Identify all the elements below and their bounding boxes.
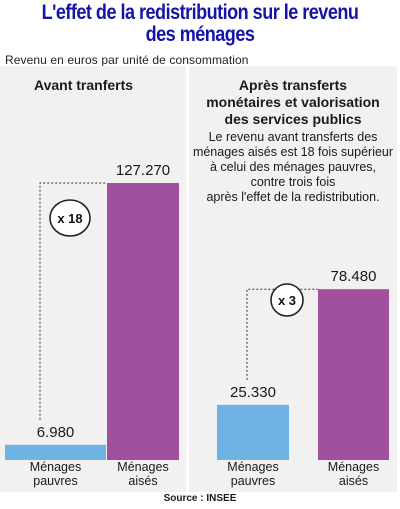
panel-divider	[186, 66, 189, 492]
ratio-badge-before	[49, 199, 91, 237]
ratio-badge-after	[270, 283, 304, 317]
category-label-after-pauvres-line-2: pauvres	[231, 474, 275, 488]
explanatory-note: Le revenu avant transferts des ménages a…	[189, 130, 397, 205]
value-label-after-aises: 78.480	[331, 268, 377, 285]
ratio-connector-before	[39, 182, 107, 420]
category-label-after-aises-line-2: aisés	[339, 474, 368, 488]
panel-title-before: Avant tranferts	[34, 77, 134, 93]
panel-title-after-line-1: Après transferts	[238, 77, 348, 93]
chart-subtitle: Revenu en euros par unité de consommatio…	[5, 53, 249, 67]
title-line-1: L'effet de la redistribution sur le reve…	[41, 1, 359, 24]
source-note: Source : INSEE	[163, 493, 237, 504]
bar-after-aises	[318, 289, 389, 460]
category-label-after-pauvres-line-1: Ménages	[227, 460, 278, 474]
note-line-3: à celui des ménages pauvres,	[209, 160, 377, 174]
panel-title-after-line-3: des services publics	[224, 111, 362, 127]
category-label-before-pauvres-line-2: pauvres	[33, 474, 77, 488]
panel-title-after-line-2: monétaires et valorisation	[206, 94, 380, 110]
ratio-label-after: x 3	[278, 293, 296, 308]
category-label-after-aises-line-1: Ménages	[328, 460, 379, 474]
value-label-before-aises: 127.270	[116, 162, 170, 179]
panel-title-after: Après transferts monétaires et valorisat…	[189, 77, 397, 128]
note-line-2: ménages aisés est 18 fois supérieur	[192, 145, 394, 159]
value-label-before-pauvres: 6.980	[37, 424, 75, 441]
bar-after-pauvres	[217, 404, 289, 460]
category-label-before-aises-line-1: Ménages	[117, 460, 168, 474]
note-line-1: Le revenu avant transferts des	[208, 130, 378, 144]
bar-before-aises	[107, 183, 179, 460]
note-line-5: après l'effet de la redistribution.	[206, 190, 380, 204]
note-line-4: contre trois fois	[250, 175, 336, 189]
title-line-2: des ménages	[145, 23, 255, 46]
chart-title: L'effet de la redistribution sur le reve…	[28, 2, 372, 46]
category-label-before-aises-line-2: aisés	[128, 474, 157, 488]
category-label-before-pauvres-line-1: Ménages	[30, 460, 81, 474]
ratio-label-before: x 18	[57, 211, 82, 226]
bar-before-pauvres	[5, 444, 106, 460]
value-label-after-pauvres: 25.330	[230, 384, 276, 401]
